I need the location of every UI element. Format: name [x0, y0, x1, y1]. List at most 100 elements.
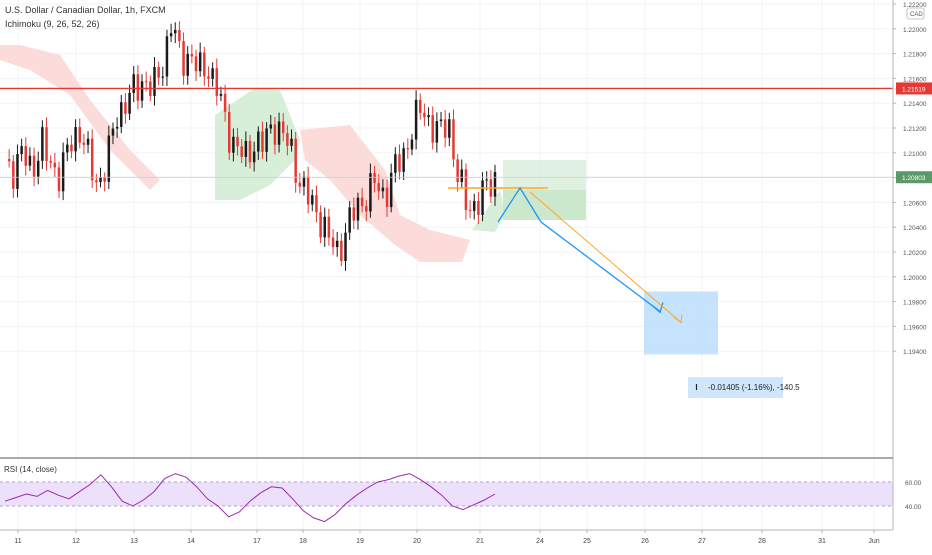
indicator-label[interactable]: Ichimoku (9, 26, 52, 26) — [5, 19, 100, 29]
time-tick-label: 31 — [818, 538, 826, 545]
candle-body — [248, 141, 252, 163]
time-tick-label: 28 — [758, 538, 766, 545]
candle-body — [32, 155, 36, 177]
candle-body — [36, 160, 40, 177]
rsi-label[interactable]: RSI (14, close) — [4, 465, 57, 474]
candle-body — [265, 128, 268, 152]
projection-path-blue — [497, 186, 661, 312]
price-tick-label: 1.21600 — [903, 76, 927, 83]
candle-body — [16, 154, 19, 189]
candle-body — [406, 148, 410, 150]
price-tick-label: 1.19400 — [903, 349, 927, 356]
candle-body — [70, 144, 73, 152]
candle-body — [198, 52, 202, 72]
candle-body — [419, 99, 422, 113]
candle-body — [45, 127, 48, 162]
candle-body — [360, 197, 364, 207]
cloud-bearish — [0, 45, 160, 190]
candle-body — [99, 177, 102, 183]
candle-body — [377, 183, 380, 192]
time-tick-label: 13 — [130, 538, 138, 545]
candle-body — [252, 151, 256, 163]
candle-body — [281, 121, 285, 134]
candle-body — [335, 240, 339, 248]
candle-body — [398, 154, 401, 172]
profit-zone-top — [503, 160, 586, 190]
candle-body — [448, 119, 451, 138]
candle-body — [472, 200, 476, 211]
price-tick-label: 1.22000 — [903, 27, 927, 34]
price-tick-label: 1.20000 — [903, 275, 927, 282]
last-price-tag — [896, 171, 932, 184]
candle-body — [115, 126, 119, 129]
candle-body — [103, 177, 106, 182]
time-tick-label: 12 — [72, 538, 80, 545]
candle-body — [12, 161, 15, 189]
candle-body — [169, 33, 173, 37]
candle-body — [153, 67, 156, 96]
candle-body — [223, 93, 227, 112]
candle-body — [468, 209, 472, 211]
rsi-line — [4, 473, 496, 523]
candle-body — [128, 92, 131, 114]
candle-body — [369, 173, 372, 212]
time-tick-label: 24 — [536, 538, 544, 545]
projection-path-orange — [529, 191, 682, 323]
candle-body — [236, 136, 239, 147]
candle-body — [82, 142, 86, 145]
candle-body — [41, 127, 44, 161]
price-tick-label: 1.21800 — [903, 52, 927, 59]
candle-body — [414, 99, 418, 140]
time-tick-label: 27 — [698, 538, 706, 545]
price-tick-label: 1.21400 — [903, 101, 927, 108]
candle-body — [95, 180, 98, 183]
candle-body — [74, 127, 77, 152]
candle-body — [443, 119, 447, 138]
candle-body — [485, 179, 488, 181]
candle-body — [124, 102, 127, 114]
candle-body — [182, 41, 185, 76]
candle-body — [286, 133, 289, 146]
candle-body — [477, 200, 480, 215]
candle-body — [240, 146, 243, 157]
price-tick-label: 1.21000 — [903, 151, 927, 158]
price-tick-label: 1.20200 — [903, 250, 927, 257]
candle-body — [7, 159, 11, 162]
candle-body — [174, 30, 177, 34]
measure-tooltip: I -0.01405 (-1.16%), -140.5 — [688, 377, 800, 398]
cloud-bullish — [472, 190, 505, 232]
time-tick-label: 19 — [356, 538, 364, 545]
candle-body — [227, 111, 231, 153]
price-tick-label: 1.20600 — [903, 200, 927, 207]
candle-body — [211, 68, 214, 79]
candle-body — [481, 180, 484, 215]
candle-body — [323, 216, 326, 238]
candle-body — [460, 169, 464, 183]
candle-body — [66, 144, 69, 153]
candle-body — [20, 146, 23, 155]
candle-body — [24, 146, 28, 166]
candles — [7, 21, 497, 271]
candle-body — [140, 81, 144, 101]
candle-body — [439, 119, 443, 122]
grid — [0, 0, 893, 530]
time-tick-label: 26 — [641, 538, 649, 545]
price-tick-label: 1.21200 — [903, 126, 927, 133]
candle-body — [435, 121, 439, 143]
candle-body — [219, 93, 223, 96]
time-tick-label: 14 — [187, 538, 195, 545]
price-tick-label: 1.22200 — [903, 2, 927, 9]
candle-body — [136, 74, 140, 101]
candle-body — [215, 68, 219, 96]
candle-body — [385, 187, 389, 208]
candle-body — [207, 76, 210, 79]
candle-body — [423, 112, 426, 118]
candle-body — [327, 216, 331, 238]
candle-body — [394, 154, 397, 173]
currency-label: CAD — [910, 12, 923, 18]
candle-body — [294, 138, 297, 183]
candle-body — [389, 172, 393, 208]
